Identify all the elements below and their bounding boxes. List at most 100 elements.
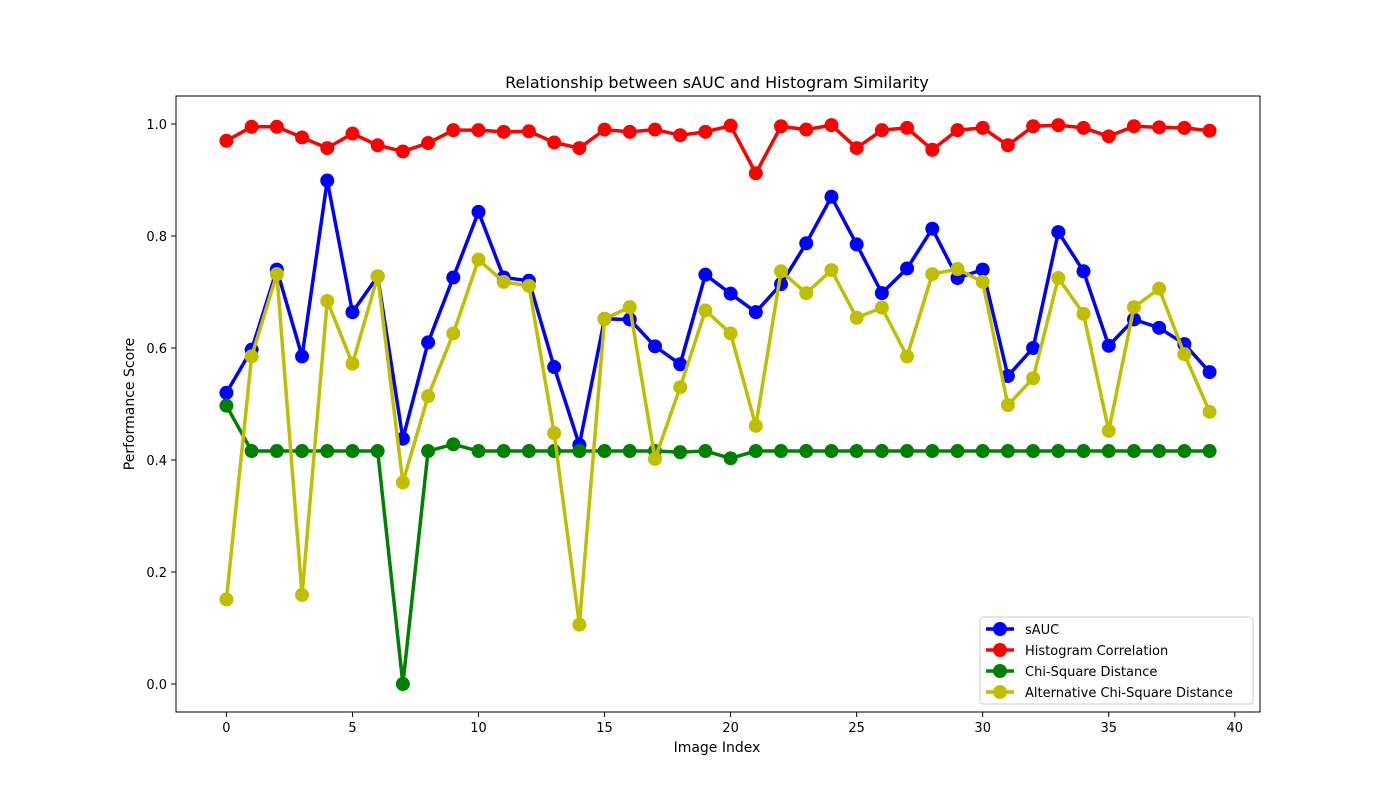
data-point [799,122,814,137]
x-axis-label: Image Index [674,740,761,756]
data-point [1101,338,1116,353]
data-point [1177,120,1192,135]
legend-label: Chi-Square Distance [1025,665,1157,680]
data-point [975,120,990,135]
plot-frame [175,95,1261,713]
data-point [622,300,637,315]
data-point [698,303,713,318]
data-point [521,444,536,459]
data-point [295,587,310,602]
data-point [244,349,259,364]
x-tick-label: 25 [848,721,865,736]
data-point [219,398,234,413]
data-point [698,267,713,282]
data-point [320,173,335,188]
data-point [900,261,915,276]
data-point [925,267,940,282]
series-chi-square-distance [219,398,1217,691]
data-point [370,269,385,284]
data-point [1126,119,1141,134]
legend-label: Alternative Chi-Square Distance [1025,686,1233,701]
data-point [673,128,688,143]
data-point [421,444,436,459]
data-point [900,349,915,364]
data-point [824,444,839,459]
data-point [799,444,814,459]
data-point [219,592,234,607]
legend-marker [993,664,1007,678]
data-point [547,135,562,150]
x-tick-label: 0 [222,721,230,736]
data-point [874,123,889,138]
data-point [874,286,889,301]
data-point [874,444,889,459]
data-point [1026,371,1041,386]
legend-marker [993,643,1007,657]
data-point [1026,119,1041,134]
data-point [748,305,763,320]
series-histogram-correlation [219,118,1217,181]
data-point [370,444,385,459]
data-point [1101,444,1116,459]
data-point [950,444,965,459]
x-tick-label: 10 [470,721,487,736]
data-point [269,267,284,282]
legend: sAUC Histogram Correlation Chi-Square Dist… [979,616,1254,705]
data-point [1076,306,1091,321]
data-point [496,444,511,459]
data-point [320,293,335,308]
data-point [1126,300,1141,315]
data-point [1126,444,1141,459]
data-point [950,123,965,138]
legend-label: Histogram Correlation [1025,644,1168,659]
y-tick-label: 0.2 [146,566,167,581]
data-point [345,444,360,459]
data-point [219,385,234,400]
series-layer [219,118,1217,691]
data-point [1076,444,1091,459]
data-point [572,617,587,632]
data-point [622,124,637,139]
data-point [471,444,486,459]
data-point [1152,320,1167,335]
data-point [673,445,688,460]
data-point [824,118,839,133]
x-tick-label: 5 [348,721,356,736]
data-point [622,444,637,459]
legend-marker [993,622,1007,636]
data-point [446,437,461,452]
data-point [874,300,889,315]
x-tick-label: 40 [1227,721,1244,736]
data-point [849,444,864,459]
data-point [1051,444,1066,459]
data-point [471,204,486,219]
data-point [723,326,738,341]
data-point [1051,271,1066,285]
data-point [975,262,990,277]
data-point [849,237,864,252]
y-tick-label: 0.6 [146,342,167,357]
axes-layer: 0 5 10 15 20 25 30 35 40 0.0 0.2 0.4 0.6 0.8 1.0 [146,118,1243,736]
x-tick-label: 20 [722,721,739,736]
data-point [698,444,713,459]
data-point [1202,123,1217,138]
data-point [1177,347,1192,362]
series-sauc [219,173,1217,452]
data-point [421,136,436,151]
data-point [723,286,738,301]
data-point [647,339,662,354]
data-point [1101,423,1116,438]
data-point [597,311,612,326]
data-point [824,263,839,278]
data-point [421,335,436,350]
data-point [1076,264,1091,279]
data-point [1202,404,1217,419]
data-point [269,119,284,134]
data-point [547,426,562,441]
data-point [471,123,486,138]
x-tick-label: 15 [596,721,613,736]
data-point [1076,120,1091,135]
y-tick-label: 0.8 [146,230,167,245]
data-point [748,418,763,433]
